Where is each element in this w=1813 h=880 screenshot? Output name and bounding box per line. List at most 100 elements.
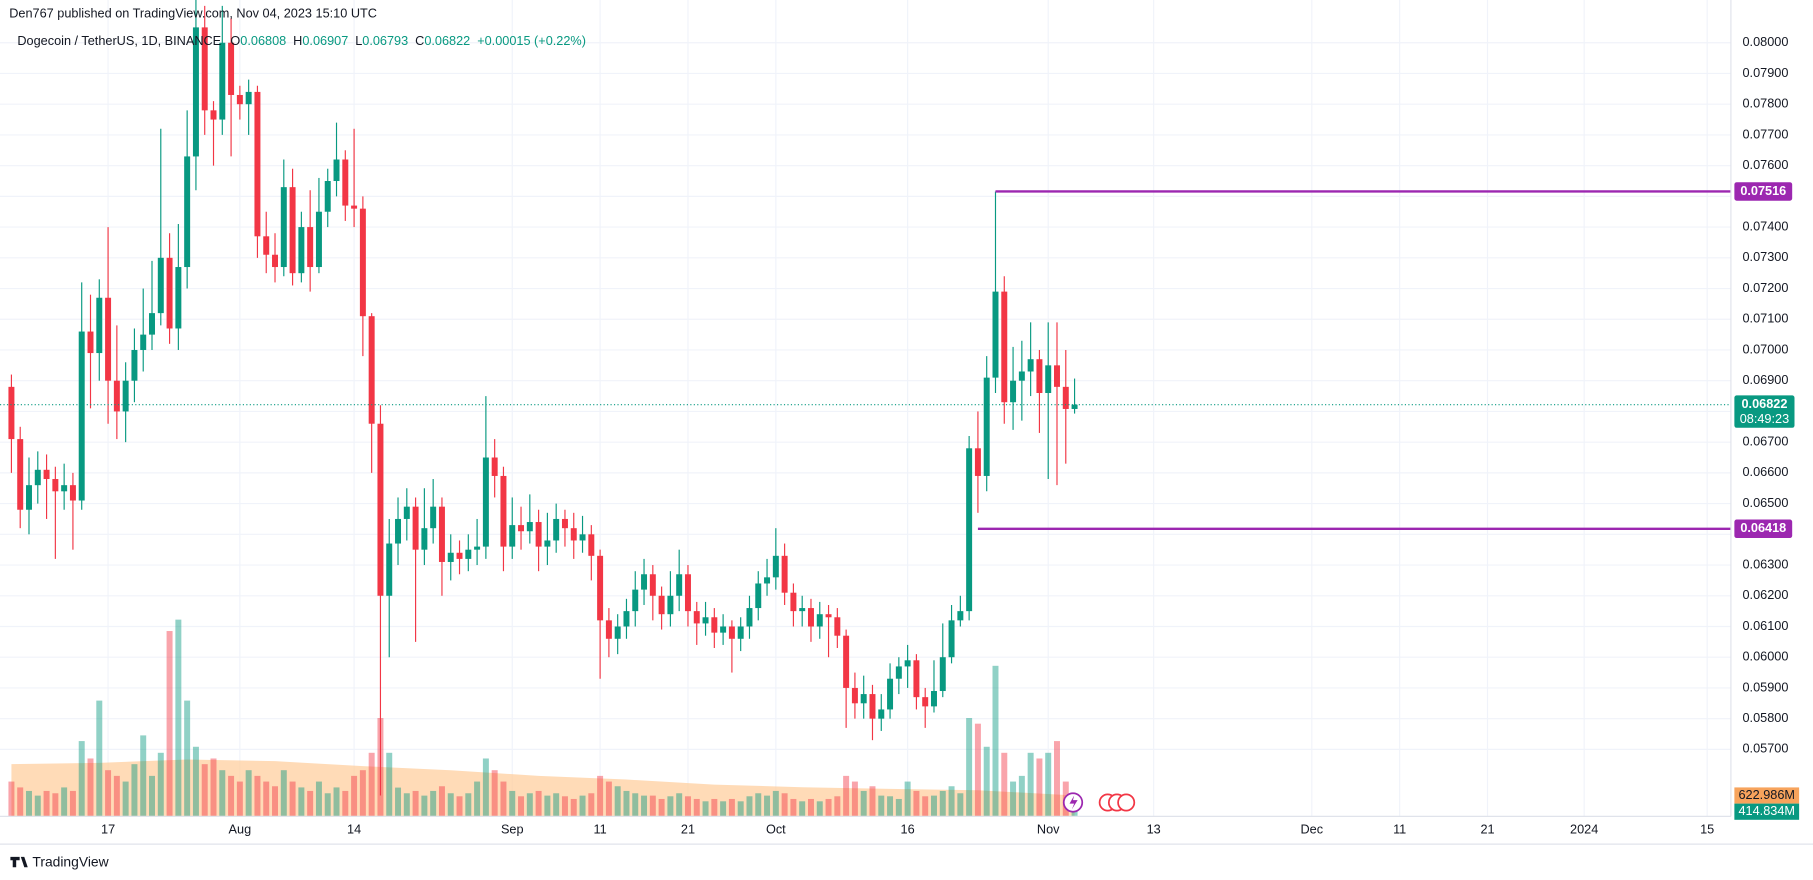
- volume-bar: [957, 793, 964, 817]
- volume-bar: [878, 795, 885, 817]
- candle-body: [632, 589, 639, 612]
- candle-body: [641, 574, 648, 590]
- volume-bar: [895, 798, 902, 817]
- candle-body: [737, 626, 744, 639]
- volume-bar: [746, 796, 753, 817]
- candle-body: [1045, 365, 1052, 393]
- volume-bar: [913, 790, 920, 817]
- volume-bar: [1010, 781, 1017, 817]
- volume-bar: [816, 801, 823, 817]
- candle-body: [96, 297, 103, 354]
- volume-bar: [1027, 752, 1034, 817]
- candle-body: [113, 380, 120, 412]
- volume-bar: [482, 758, 489, 817]
- candle-body: [728, 626, 735, 639]
- volume-bar: [228, 775, 235, 817]
- volume-bar: [78, 741, 85, 817]
- candle-body: [403, 506, 410, 519]
- y-tick-label: 0.07700: [1742, 126, 1788, 141]
- volume-bar: [324, 793, 331, 817]
- legend-key: H: [293, 33, 302, 48]
- candle-body: [245, 91, 252, 105]
- volume-bar: [192, 746, 199, 817]
- y-tick-label: 0.06000: [1742, 649, 1788, 664]
- candle-body: [87, 331, 94, 354]
- candle-body: [869, 694, 876, 719]
- last-price-badge: [1734, 395, 1795, 428]
- x-tick-label: 11: [1393, 822, 1406, 837]
- x-tick-label: 13: [1147, 822, 1161, 837]
- candle-body: [34, 469, 41, 486]
- candle-body: [131, 349, 138, 381]
- candle-body: [1054, 365, 1060, 387]
- volume-bar: [236, 781, 243, 817]
- candle-body: [280, 187, 287, 268]
- candle-body: [192, 27, 199, 157]
- volume-bar: [570, 798, 577, 817]
- volume-bar: [676, 793, 683, 817]
- volume-bar: [799, 801, 806, 817]
- candle-body: [201, 27, 208, 111]
- candle-body: [43, 469, 50, 480]
- volume-bar: [395, 787, 402, 817]
- volume-bar: [755, 793, 762, 817]
- candle-body: [667, 595, 674, 615]
- volume-bar: [518, 796, 525, 817]
- volume-bar: [561, 796, 568, 817]
- volume-bar: [728, 798, 735, 817]
- x-tick-label: Oct: [766, 822, 786, 837]
- candle-body: [588, 534, 595, 556]
- candle-body: [1062, 386, 1069, 409]
- volume-bar: [438, 786, 445, 817]
- candle-body: [570, 528, 577, 541]
- candle-body: [895, 666, 902, 679]
- volume-bar: [974, 723, 981, 817]
- candle-body: [166, 257, 173, 329]
- candle-body: [966, 448, 973, 612]
- volume-bar: [298, 787, 305, 817]
- x-tick-label: 15: [1700, 822, 1714, 837]
- y-tick-label: 0.07400: [1742, 218, 1788, 233]
- volume-bar: [96, 700, 103, 817]
- candle-body: [843, 635, 850, 688]
- candle-body: [1027, 359, 1034, 372]
- candle-body: [69, 485, 76, 501]
- volume-bar: [333, 787, 340, 817]
- x-tick-label: 16: [901, 822, 915, 837]
- volume-bar: [720, 801, 727, 817]
- volume-bar: [8, 781, 15, 817]
- x-tick-label: 2024: [1570, 822, 1598, 837]
- volume-bar: [790, 798, 797, 817]
- candle-body: [368, 316, 375, 424]
- candle-body: [684, 574, 691, 612]
- x-tick-label: 14: [347, 822, 361, 837]
- candle-body: [825, 614, 832, 618]
- legend-value: 0.06808: [240, 33, 286, 48]
- candle-body: [61, 485, 68, 492]
- volume-bar: [922, 796, 929, 817]
- volume-bar: [658, 798, 665, 817]
- candle-body: [526, 522, 533, 532]
- y-tick-label: 0.06300: [1742, 556, 1788, 571]
- y-tick-label: 0.07100: [1742, 311, 1788, 326]
- candle-body: [430, 506, 437, 529]
- volume-bar: [623, 790, 630, 817]
- candle-body: [456, 552, 463, 559]
- volume-bar: [860, 790, 867, 817]
- last-price-label: 0.06822: [1741, 396, 1787, 411]
- volume-ma-badge: [1734, 787, 1800, 804]
- candle-body: [52, 479, 59, 492]
- y-tick-label: 0.08000: [1742, 34, 1788, 49]
- candle-body: [122, 380, 129, 412]
- candle-body: [157, 257, 164, 314]
- candle-body: [219, 42, 226, 120]
- candle-body: [816, 614, 823, 627]
- volume-bar: [17, 787, 24, 817]
- candle-body: [412, 506, 419, 550]
- candle-body: [790, 592, 797, 612]
- volume-bar: [597, 775, 604, 817]
- volume-bar: [983, 746, 990, 817]
- candle-body: [447, 552, 454, 562]
- volume-bar: [693, 798, 700, 817]
- candle-body: [992, 291, 999, 378]
